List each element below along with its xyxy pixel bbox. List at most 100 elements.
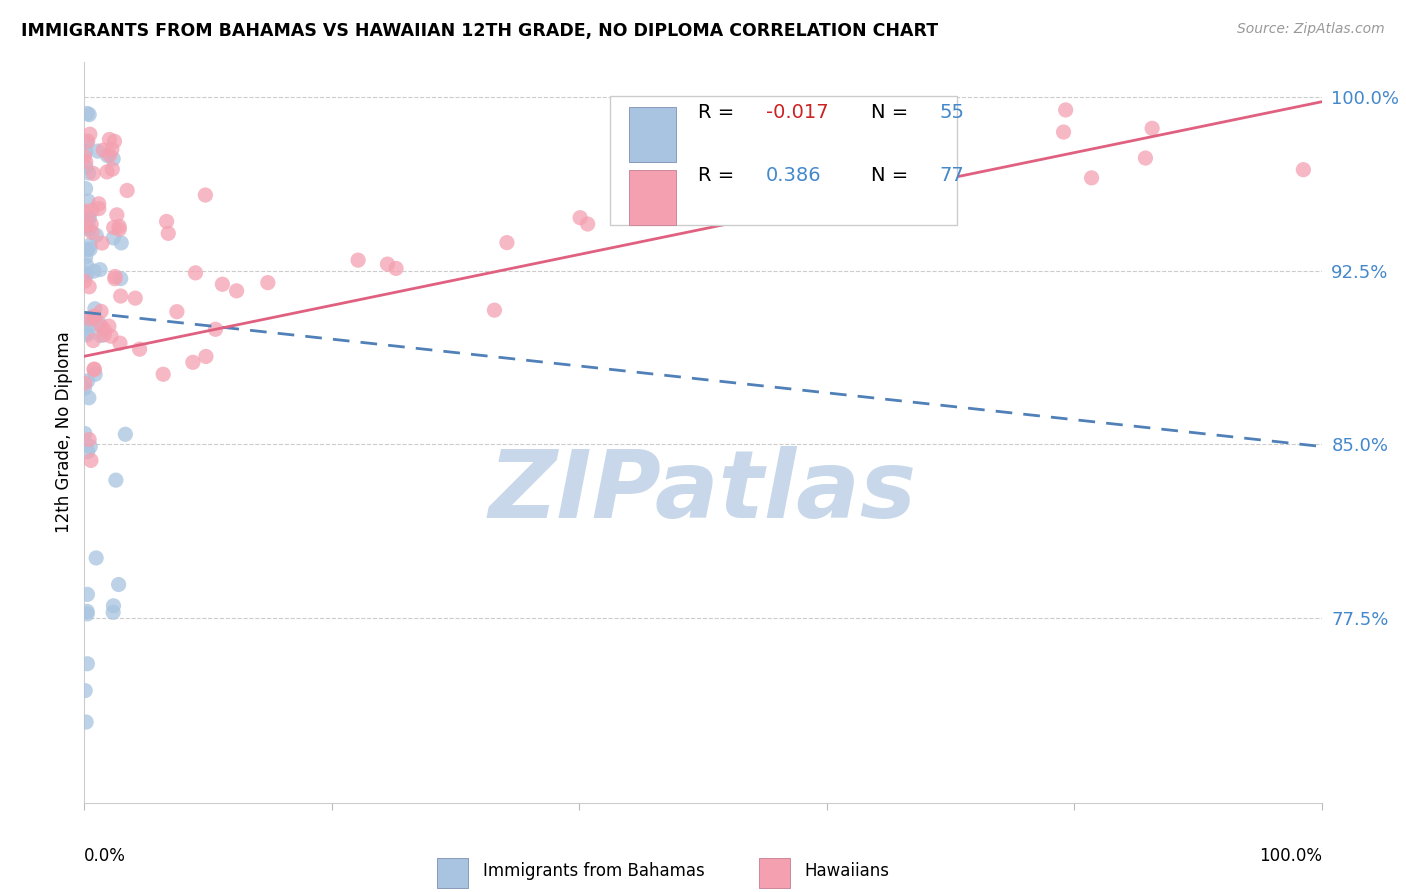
Point	[83, 310, 105, 325]
Point	[194, 350, 217, 364]
Point	[97, 319, 120, 334]
Point	[77, 194, 100, 208]
Point	[84, 551, 107, 566]
Point	[83, 310, 105, 324]
Point	[124, 291, 146, 305]
Point	[79, 312, 101, 326]
Point	[110, 235, 132, 250]
Point	[90, 304, 112, 318]
Point	[91, 236, 114, 251]
Point	[128, 342, 150, 356]
Point	[256, 276, 278, 290]
Text: R =: R =	[697, 166, 741, 186]
Point	[103, 599, 125, 613]
Point	[75, 160, 97, 174]
Point	[75, 683, 97, 698]
Point	[76, 604, 98, 618]
Point	[75, 155, 97, 169]
Point	[79, 312, 101, 326]
Point	[1135, 151, 1157, 165]
Text: Source: ZipAtlas.com: Source: ZipAtlas.com	[1237, 22, 1385, 37]
Point	[76, 268, 98, 282]
Point	[93, 323, 115, 337]
Point	[77, 391, 100, 405]
Point	[84, 228, 107, 243]
Point	[84, 301, 107, 316]
Point	[83, 309, 105, 323]
Point	[75, 181, 97, 195]
Point	[76, 327, 98, 342]
Point	[103, 220, 125, 235]
Point	[75, 219, 97, 233]
Point	[157, 227, 180, 241]
Point	[100, 329, 122, 343]
Point	[204, 322, 226, 336]
Point	[104, 269, 127, 284]
Point	[104, 473, 127, 487]
Text: N =: N =	[872, 166, 915, 186]
Text: 100.0%: 100.0%	[1258, 847, 1322, 865]
Point	[80, 217, 103, 231]
Point	[108, 336, 131, 351]
Point	[90, 319, 112, 334]
Point	[76, 607, 98, 621]
Point	[80, 226, 103, 240]
Point	[87, 316, 110, 330]
Point	[80, 453, 103, 467]
Point	[75, 714, 97, 729]
Point	[484, 303, 506, 318]
Point	[73, 266, 96, 280]
Point	[184, 266, 207, 280]
Point	[377, 257, 399, 271]
Point	[79, 440, 101, 454]
Point	[1052, 125, 1074, 139]
Point	[101, 605, 124, 619]
FancyBboxPatch shape	[759, 858, 790, 888]
Point	[79, 211, 101, 226]
Point	[155, 214, 177, 228]
Point	[79, 127, 101, 141]
Point	[108, 219, 131, 234]
Point	[75, 145, 97, 159]
Point	[385, 261, 408, 276]
Point	[83, 362, 105, 376]
Point	[181, 355, 204, 369]
Point	[82, 166, 104, 180]
Point	[93, 143, 115, 157]
Point	[728, 203, 751, 218]
Point	[76, 374, 98, 388]
Y-axis label: 12th Grade, No Diploma: 12th Grade, No Diploma	[55, 332, 73, 533]
Point	[108, 222, 131, 236]
Text: N =: N =	[872, 103, 915, 122]
Point	[77, 222, 100, 236]
Point	[73, 220, 96, 235]
Point	[76, 106, 98, 120]
Point	[104, 271, 127, 285]
Point	[73, 204, 96, 219]
Text: -0.017: -0.017	[766, 103, 828, 122]
Point	[194, 188, 217, 202]
Point	[107, 577, 129, 591]
Text: Immigrants from Bahamas: Immigrants from Bahamas	[482, 862, 704, 880]
Point	[76, 134, 98, 148]
Point	[96, 148, 118, 162]
Point	[101, 142, 124, 156]
Point	[77, 433, 100, 447]
Point	[79, 242, 101, 256]
Point	[79, 318, 101, 332]
Text: Hawaiians: Hawaiians	[804, 862, 890, 880]
Point	[77, 210, 100, 224]
Point	[96, 165, 118, 179]
Point	[76, 444, 98, 458]
Point	[1054, 103, 1077, 117]
Point	[103, 134, 125, 148]
FancyBboxPatch shape	[628, 169, 676, 226]
Point	[89, 262, 111, 277]
Point	[110, 289, 132, 303]
Point	[77, 107, 100, 121]
Text: R =: R =	[697, 103, 741, 122]
Point	[166, 304, 188, 318]
Point	[152, 368, 174, 382]
Point	[225, 284, 247, 298]
Point	[75, 250, 97, 264]
